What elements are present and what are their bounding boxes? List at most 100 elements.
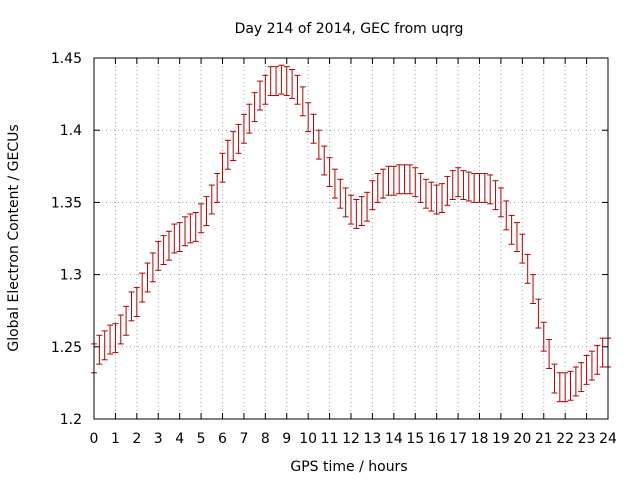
data-point: [412, 167, 419, 198]
y-tick-label: 1.35: [51, 195, 82, 211]
data-point: [278, 64, 285, 95]
y-ticks: 1.2 1.25 1.3 1.35 1.4 1.45: [51, 51, 608, 428]
data-point: [192, 212, 199, 242]
data-point: [562, 372, 569, 403]
data-point: [583, 354, 590, 385]
grid-lines: [94, 58, 608, 419]
data-point: [567, 370, 574, 401]
data-point: [406, 164, 413, 195]
data-point: [262, 74, 269, 105]
data-point: [551, 363, 558, 394]
data-point: [401, 164, 408, 195]
data-point: [487, 174, 494, 205]
x-tick-label: 12: [342, 431, 360, 447]
x-tick-label: 10: [299, 431, 317, 447]
data-point: [310, 113, 317, 144]
data-point: [315, 129, 322, 160]
data-point: [294, 74, 301, 105]
data-point: [417, 173, 424, 203]
y-tick-label: 1.3: [60, 268, 82, 284]
x-tick-label: 2: [132, 431, 141, 447]
data-point: [208, 184, 215, 215]
data-point: [235, 123, 242, 154]
data-point: [380, 168, 387, 199]
data-point: [364, 191, 371, 222]
data-point: [230, 131, 237, 162]
data-point: [224, 139, 231, 170]
data-point: [182, 216, 189, 247]
data-point: [289, 69, 296, 99]
data-point: [460, 170, 467, 201]
data-point: [176, 222, 183, 252]
data-point: [497, 187, 504, 218]
data-point: [390, 165, 397, 196]
data-point: [508, 214, 515, 245]
data-point: [530, 274, 537, 304]
gec-series: [91, 64, 611, 403]
y-axis-label: Global Electron Content / GECUs: [6, 124, 22, 351]
x-tick-label: 5: [197, 431, 206, 447]
data-point: [369, 180, 376, 211]
x-tick-label: 16: [428, 431, 446, 447]
x-tick-label: 21: [535, 431, 553, 447]
data-point: [160, 235, 167, 265]
data-point: [348, 194, 354, 225]
data-point: [422, 178, 429, 209]
data-point: [123, 305, 130, 336]
data-point: [465, 171, 472, 202]
data-point: [165, 230, 172, 261]
data-point: [305, 102, 312, 133]
x-tick-label: 6: [218, 431, 227, 447]
data-point: [353, 199, 360, 229]
data-point: [101, 330, 108, 361]
data-point: [331, 168, 338, 199]
data-point: [358, 196, 365, 227]
x-tick-label: 22: [556, 431, 574, 447]
data-point: [112, 323, 119, 354]
x-tick-label: 17: [449, 431, 467, 447]
data-point: [444, 175, 451, 206]
data-point: [513, 222, 520, 252]
data-point: [219, 152, 226, 183]
data-point: [540, 321, 547, 352]
data-point: [385, 165, 392, 196]
x-tick-label: 14: [385, 431, 403, 447]
data-point: [133, 287, 140, 317]
x-tick-label: 0: [90, 431, 99, 447]
x-tick-label: 18: [471, 431, 489, 447]
data-point: [492, 180, 499, 211]
data-point: [481, 173, 488, 203]
x-tick-label: 11: [321, 431, 339, 447]
x-tick-label: 9: [282, 431, 291, 447]
plot-frame: [93, 57, 609, 420]
data-point: [128, 291, 135, 322]
data-point: [251, 92, 258, 123]
data-point: [594, 344, 601, 375]
x-tick-label: 4: [175, 431, 184, 447]
data-point: [117, 314, 124, 345]
x-tick-label: 15: [406, 431, 424, 447]
data-point: [455, 167, 462, 198]
data-point: [599, 337, 606, 368]
data-point: [396, 164, 403, 195]
data-point: [572, 366, 579, 397]
y-tick-label: 1.25: [51, 340, 82, 356]
data-point: [342, 187, 349, 218]
data-point: [246, 103, 253, 134]
x-tick-label: 1: [111, 431, 120, 447]
data-point: [449, 170, 456, 201]
data-point: [503, 200, 510, 231]
x-ticks: 0 1 2 3 4 5 6 7 8 9 10 11 12 13 14 15 16 17 18 19 20 21 22 23 24: [90, 58, 617, 447]
data-point: [171, 223, 178, 254]
x-axis-label: GPS time / hours: [290, 459, 407, 475]
data-point: [433, 184, 440, 215]
data-point: [471, 173, 478, 203]
data-point: [267, 66, 274, 97]
data-point: [524, 253, 531, 284]
data-point: [556, 372, 563, 403]
x-tick-label: 23: [578, 431, 596, 447]
data-point: [476, 173, 483, 203]
data-point: [439, 183, 446, 214]
data-point: [321, 145, 328, 176]
